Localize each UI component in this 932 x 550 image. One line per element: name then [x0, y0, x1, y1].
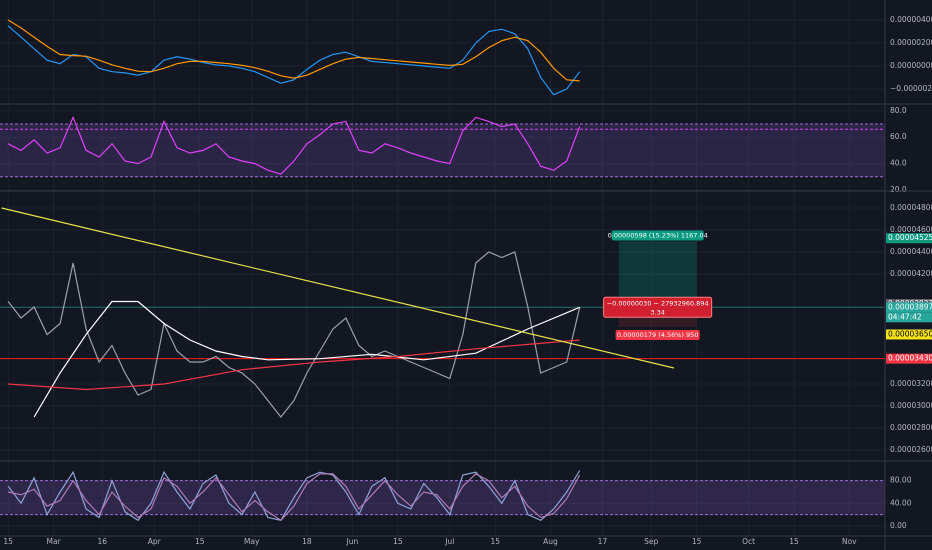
- y-tick-label: 0.00000400: [890, 15, 932, 24]
- x-tick-label: 17: [598, 537, 608, 546]
- y-tick-label: 40.00: [890, 498, 912, 507]
- position-label: −0.00000030 − 27932960.894: [607, 299, 709, 307]
- band: [0, 124, 885, 177]
- price-label-box: [886, 302, 932, 313]
- series-line: [7, 25, 581, 96]
- y-tick-label: 0.00000000: [890, 61, 932, 70]
- position-label-box: [603, 296, 713, 318]
- y-tick-label: 0.00: [890, 521, 907, 530]
- price-label-box: [886, 353, 932, 364]
- x-tick-label: Mar: [47, 537, 62, 546]
- y-tick-label: 0.00003000: [890, 401, 932, 410]
- x-tick-label: 15: [3, 537, 13, 546]
- y-tick-label: 0.00000200: [890, 38, 932, 47]
- x-tick-label: Sep: [644, 537, 658, 546]
- y-tick-label: 0.00002600: [890, 445, 932, 454]
- series-line: [33, 300, 580, 418]
- x-tick-label: Jul: [444, 537, 454, 546]
- band: [0, 480, 885, 515]
- x-tick-label: 15: [491, 537, 501, 546]
- x-tick-label: 15: [195, 537, 205, 546]
- x-tick-label: Apr: [148, 537, 162, 546]
- x-tick-label: Jun: [346, 537, 359, 546]
- position-label-box: [611, 230, 704, 241]
- y-tick-label: 40.0: [890, 159, 907, 168]
- price-label: 0.00003430: [888, 354, 932, 363]
- series-line: [7, 115, 581, 175]
- target-zone: [618, 241, 697, 308]
- series-line: [7, 473, 581, 522]
- x-tick-label: Aug: [543, 537, 558, 546]
- position-label-box: [615, 329, 700, 340]
- y-tick-label: 20.0: [890, 185, 907, 194]
- y-tick-label: 0.00004600: [890, 225, 932, 234]
- y-tick-label: 80.00: [890, 476, 912, 485]
- y-tick-label: 0.00004200: [890, 269, 932, 278]
- price-label-box: [886, 233, 932, 244]
- series-line: [1, 207, 675, 369]
- x-tick-label: 15: [789, 537, 799, 546]
- price-label: 0.00003650: [888, 329, 932, 338]
- x-tick-label: 15: [393, 537, 403, 546]
- price-label: 0.00004525: [888, 233, 932, 242]
- x-tick-label: Oct: [742, 537, 755, 546]
- series-line: [8, 339, 580, 391]
- x-tick-label: 16: [98, 537, 108, 546]
- x-tick-label: Nov: [842, 537, 857, 546]
- price-label-box: [886, 329, 932, 340]
- y-tick-label: 60.0: [890, 132, 907, 141]
- y-tick-label: 0.00004800: [890, 203, 932, 212]
- series-line: [7, 470, 581, 522]
- position-label: 0.00000179 (4.56%) 950: [617, 331, 699, 339]
- x-tick-label: 18: [302, 537, 312, 546]
- y-tick-label: 0.00002800: [890, 423, 932, 432]
- position-label: 3.34: [650, 308, 664, 316]
- y-tick-label: 0.00004400: [890, 247, 932, 256]
- countdown: 04:47:42: [888, 312, 922, 321]
- x-tick-label: May: [244, 537, 260, 546]
- x-tick-label: 15: [692, 537, 702, 546]
- y-tick-label: 0.00003200: [890, 379, 932, 388]
- series-line: [7, 251, 581, 418]
- price-label: 0.00003897: [888, 302, 932, 311]
- position-label: 0.00000598 (15.23%) 1167.04: [608, 232, 708, 240]
- series-line: [7, 19, 580, 82]
- y-tick-label: 80.0: [890, 106, 907, 115]
- countdown-box: [886, 312, 932, 323]
- y-tick-label: −0.00000200: [890, 84, 932, 93]
